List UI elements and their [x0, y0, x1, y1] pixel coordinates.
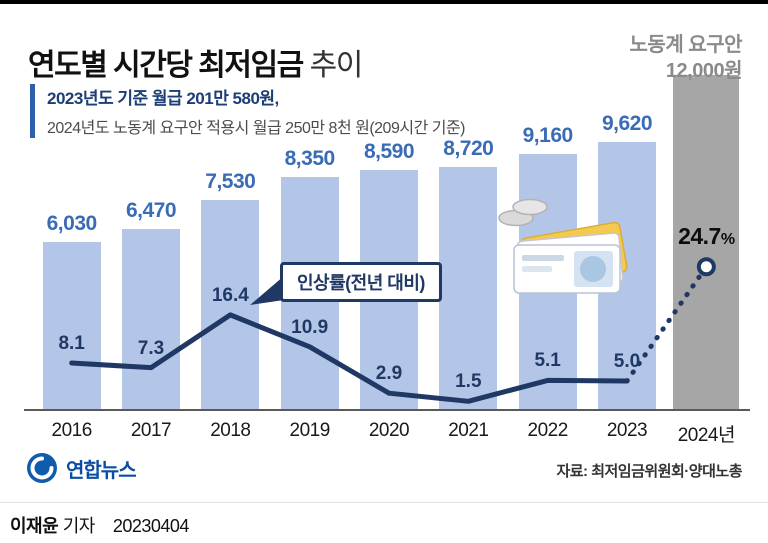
x-axis-label: 2016: [51, 420, 93, 441]
x-axis-label: 2022: [527, 420, 569, 441]
coins-icon: [498, 198, 548, 227]
x-axis-label: 2023: [606, 420, 648, 441]
rate-value-label: 5.0: [613, 351, 641, 372]
subtitle-block: 2023년도 기준 월급 201만 580원, 2024년도 노동계 요구안 적…: [30, 84, 466, 138]
labor-demand-line-2: 12,000원: [665, 60, 743, 82]
x-axis-label: 2020: [368, 420, 410, 441]
rate-callout-box: 인상률(전년 대비): [280, 262, 442, 302]
top-border: [0, 0, 768, 4]
yonhap-logo: 연합뉴스: [26, 452, 137, 484]
x-axis-label: 2021: [448, 420, 489, 441]
rate-value-label: 1.5: [455, 371, 482, 393]
bar-value-label: 8,350: [284, 147, 336, 170]
rate-value-label: 7.3: [137, 337, 165, 359]
subtitle-line-1: 2023년도 기준 월급 201만 580원,: [47, 89, 279, 108]
x-axis-line: [24, 409, 750, 411]
banknotes-icon: [513, 221, 628, 294]
money-illustration: [498, 198, 628, 294]
page-title-main: 연도별 시간당 최저임금: [28, 49, 304, 83]
x-axis-label: 2017: [130, 420, 172, 441]
bar: [42, 242, 101, 410]
rate-value-label: 16.4: [211, 284, 249, 306]
reporter-role: 기자: [62, 516, 96, 536]
source-credit: 자료: 최저임금위원회·양대노총: [556, 463, 742, 480]
yonhap-logo-icon: [27, 453, 57, 483]
subtitle-line-2: 2024년도 노동계 요구안 적용시 월급 250만 8천 원(209시간 기준…: [47, 120, 466, 137]
page-title-tail: 추이: [309, 49, 364, 83]
x-axis-label: 2018: [210, 420, 251, 441]
reporter-credit: 이재윤 기자 20230404: [10, 512, 189, 538]
bar-value-label: 8,590: [363, 140, 415, 163]
bar-value-label: 6,470: [125, 199, 177, 222]
bottom-divider: [0, 502, 768, 503]
reporter-name: 이재윤: [10, 516, 59, 536]
yonhap-logo-text: 연합뉴스: [66, 459, 137, 482]
page-title: 연도별 시간당 최저임금 추이: [28, 40, 364, 84]
final-rate-value: 24.7: [678, 222, 721, 249]
bar-value-label: 9,160: [522, 124, 574, 147]
bar-value-label: 9,620: [601, 112, 653, 135]
credit-date: 20230404: [112, 516, 190, 536]
labor-demand-line-1: 노동계 요구안: [629, 34, 743, 56]
rate-value-label: 10.9: [291, 316, 329, 338]
bar: [122, 229, 180, 410]
bar-value-label: 7,530: [205, 170, 256, 193]
labor-demand-label: 노동계 요구안 12,000원: [629, 32, 743, 84]
x-axis-label: 2024년: [677, 425, 736, 446]
bar-value-label: 6,030: [46, 212, 98, 235]
bar-value-label: 8,720: [443, 137, 494, 160]
final-rate-unit: %: [720, 230, 735, 248]
x-axis-label: 2019: [289, 420, 331, 441]
final-rate-label: 24.7%: [646, 223, 766, 250]
